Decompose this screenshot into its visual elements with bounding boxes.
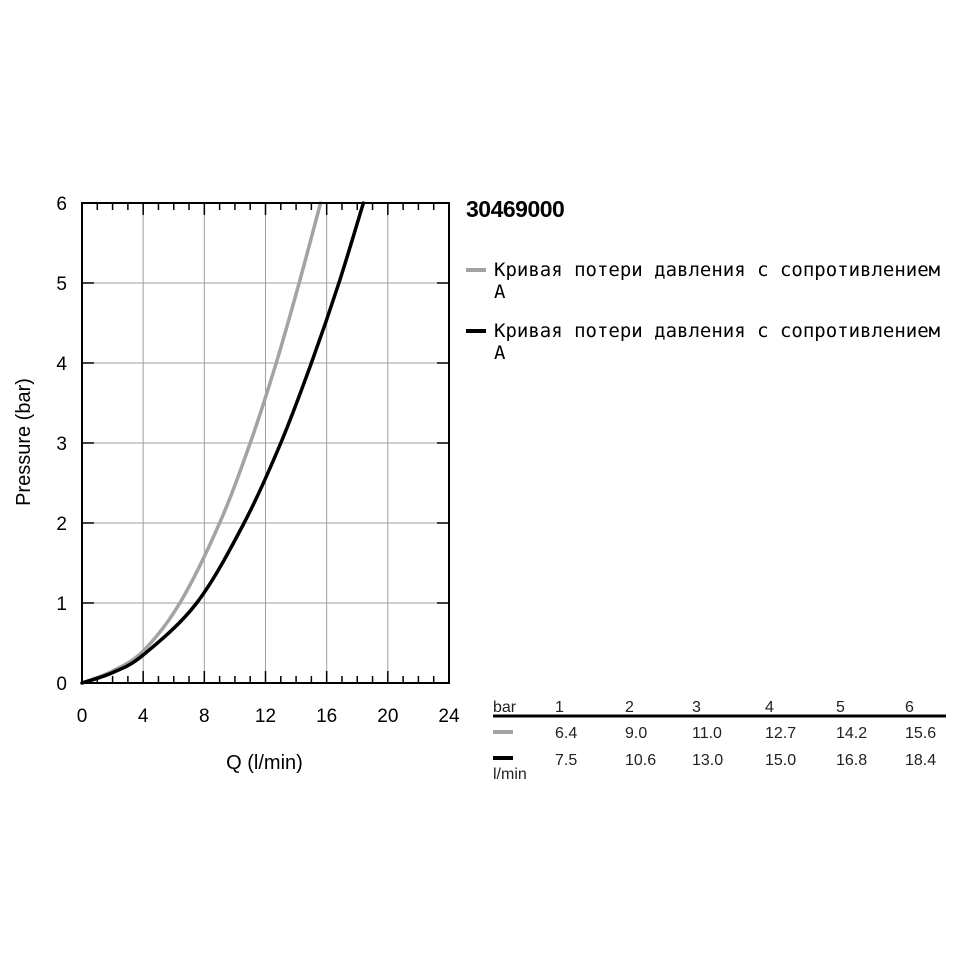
table-cell: 6.4 [555,725,577,742]
table-unit-label: l/min [493,766,527,783]
table-cell: 15.0 [765,752,796,769]
table-header-cell: 4 [765,699,774,716]
table-header-cell: 2 [625,699,634,716]
legend: 30469000 Кривая потери давления с сопрот… [466,196,946,381]
y-tick-label: 2 [56,514,67,535]
table-rows: 6.4 9.0 11.0 12.7 14.2 15.6 7.5 10.6 13.0 15.0 16.… [555,725,936,769]
x-tick-label: 20 [377,706,398,727]
x-tick-label: 8 [199,706,210,727]
table-header-cell: 5 [836,699,845,716]
table-cell: 7.5 [555,752,577,769]
table-bar-label: bar [493,699,517,716]
table-cell: 18.4 [905,752,936,769]
legend-swatch-grey [466,268,486,272]
y-tick-label: 5 [56,274,67,295]
table-cell: 9.0 [625,725,647,742]
product-code: 30469000 [466,196,565,222]
plot-frame [81,202,450,684]
table-cell: 15.6 [905,725,936,742]
y-tick-label: 4 [56,354,67,375]
legend-swatch-black [466,329,486,333]
x-tick-label: 0 [77,706,88,727]
x-axis-title: Q (l/min) [226,752,303,774]
table-cell: 12.7 [765,725,796,742]
y-tick-label: 3 [56,434,67,455]
y-tick-label: 0 [56,674,67,695]
y-tick-label: 1 [56,594,67,615]
table-cell: 11.0 [692,725,722,742]
legend-label-black: Кривая потери давления с сопротивлением … [494,320,941,364]
y-tick-label: 6 [56,194,67,215]
series-curve-1 [80,201,366,685]
table-header-cell: 6 [905,699,914,716]
curves [80,201,366,685]
x-tick-labels: 0 4 8 12 16 20 24 [77,706,460,727]
legend-item-grey: Кривая потери давления с сопротивлением … [466,259,946,303]
x-tick-label: 4 [138,706,149,727]
table-cell: 16.8 [836,752,867,769]
grid [82,203,449,683]
y-tick-labels: 0 1 2 3 4 5 6 [56,194,67,695]
x-tick-label: 24 [438,706,460,727]
table-headers: 1 2 3 4 5 6 [555,699,914,716]
table-cell: 10.6 [625,752,656,769]
series-curve-0 [80,201,323,685]
y-axis-title: Pressure (bar) [13,378,35,506]
table-header-cell: 1 [555,699,564,716]
table-header-cell: 3 [692,699,701,716]
table-cell: 14.2 [836,725,867,742]
x-tick-label: 12 [255,706,276,727]
legend-label-grey: Кривая потери давления с сопротивлением … [494,259,941,303]
x-tick-label: 16 [316,706,337,727]
table-cell: 13.0 [692,752,723,769]
legend-item-black: Кривая потери давления с сопротивлением … [466,320,946,364]
